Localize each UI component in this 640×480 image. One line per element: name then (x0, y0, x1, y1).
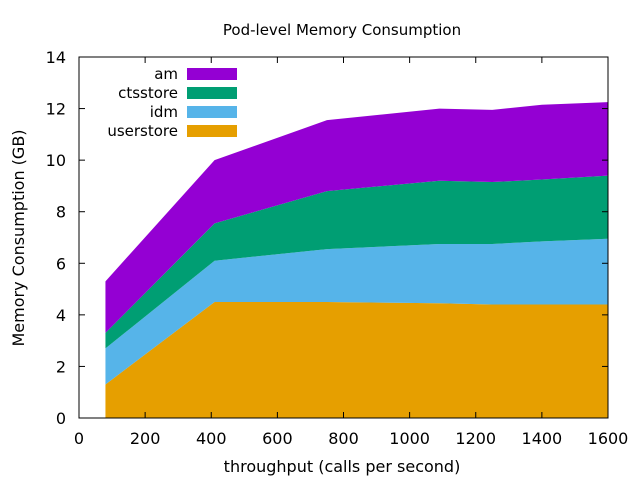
y-tick-label: 14 (46, 48, 66, 67)
y-tick-label: 0 (56, 409, 66, 428)
legend-swatch-ctsstore (187, 87, 237, 99)
x-tick-label: 0 (74, 429, 84, 448)
legend-label-idm: idm (150, 103, 178, 121)
chart-title: Pod-level Memory Consumption (223, 21, 461, 39)
y-tick-label: 6 (56, 254, 66, 273)
area-am (105, 102, 608, 333)
y-axis-title: Memory Consumption (GB) (9, 129, 28, 346)
legend-label-ctsstore: ctsstore (118, 84, 178, 102)
x-tick-label: 1200 (455, 429, 496, 448)
x-tick-label: 600 (262, 429, 293, 448)
y-tick-label: 4 (56, 306, 66, 325)
x-tick-label: 400 (196, 429, 227, 448)
area-idm (105, 238, 608, 385)
legend-label-userstore: userstore (107, 122, 178, 140)
legend-label-am: am (154, 65, 178, 83)
y-tick-label: 8 (56, 203, 66, 222)
axes: 0 200 400 600 800 1000 1200 1400 1600 0 2 4 6 8 10 12 14 (46, 48, 629, 448)
x-axis-title: throughput (calls per second) (224, 457, 461, 476)
x-tick-label: 200 (130, 429, 161, 448)
legend-swatch-userstore (187, 125, 237, 137)
y-tick-label: 12 (46, 100, 66, 119)
legend-swatch-idm (187, 106, 237, 118)
y-tick-label: 10 (46, 151, 66, 170)
x-tick-label: 1600 (588, 429, 629, 448)
x-tick-label: 1400 (522, 429, 563, 448)
area-ctsstore (105, 175, 608, 349)
x-tick-label: 800 (328, 429, 359, 448)
area-userstore (105, 301, 608, 418)
x-tick-label: 1000 (389, 429, 430, 448)
legend-swatch-am (187, 68, 237, 80)
area-layers (105, 102, 608, 418)
y-tick-label: 2 (56, 357, 66, 376)
